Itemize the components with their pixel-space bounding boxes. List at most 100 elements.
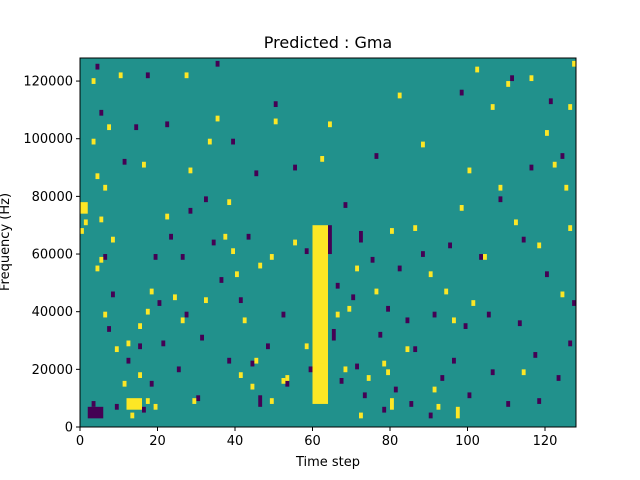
heatmap-cell-high	[103, 184, 108, 191]
heatmap-cell-high	[180, 317, 185, 324]
y-tick-label: 40000	[32, 305, 73, 320]
heatmap-cell-low	[304, 248, 309, 255]
heatmap-cell-low	[343, 202, 348, 208]
heatmap-cell-low	[188, 207, 193, 214]
heatmap-cell-high	[242, 317, 247, 324]
heatmap-cell-low	[285, 380, 290, 387]
heatmap-cell-high	[126, 398, 142, 410]
heatmap-cell-low	[165, 121, 170, 128]
heatmap-cell-high	[227, 199, 232, 206]
heatmap-cell-high	[498, 184, 503, 191]
heatmap-cell-high	[138, 323, 142, 329]
x-tick-label: 120	[533, 434, 558, 449]
heatmap-cell-low	[266, 343, 270, 350]
heatmap-cell-high	[145, 308, 150, 315]
heatmap-cell-low	[103, 254, 108, 260]
heatmap-cell-low	[196, 395, 201, 402]
y-tick-label: 120000	[23, 75, 73, 90]
heatmap-cell-high	[432, 386, 437, 393]
heatmap-cell-high	[173, 294, 177, 301]
heatmap-cell-low	[99, 109, 104, 116]
heatmap-cell-high	[312, 225, 328, 404]
heatmap-cell-low	[227, 357, 232, 364]
heatmap-cell-high	[390, 228, 394, 234]
heatmap-cell-low	[157, 300, 162, 306]
heatmap-cell-low	[176, 366, 181, 373]
heatmap-cell-low	[479, 254, 483, 260]
heatmap-cell-high	[390, 398, 394, 410]
heatmap-cell-low	[556, 375, 561, 381]
heatmap-cell-low	[413, 346, 418, 353]
heatmap-cell-low	[452, 357, 456, 364]
heatmap-cell-high	[293, 239, 297, 246]
heatmap-cell-high	[467, 167, 472, 174]
heatmap-cell-high	[273, 118, 278, 125]
heatmap-cell-high	[114, 346, 119, 353]
heatmap-cell-low	[238, 297, 243, 304]
heatmap-cell-high	[107, 124, 111, 131]
heatmap-cell-high	[564, 184, 569, 191]
heatmap-cell-high	[483, 254, 487, 260]
heatmap-cell-high	[568, 104, 573, 110]
heatmap-cell-low	[149, 380, 154, 387]
heatmap-cell-low	[180, 254, 185, 260]
heatmap-cell-low	[374, 153, 379, 159]
heatmap-cell-low	[537, 398, 542, 404]
heatmap-cell-low	[126, 357, 131, 364]
heatmap-cell-high	[258, 262, 263, 269]
heatmap-cell-low	[351, 294, 356, 301]
heatmap-cell-high	[452, 317, 456, 324]
heatmap-cell-high	[568, 225, 573, 231]
heatmap-cell-low	[161, 340, 166, 347]
heatmap-cell-low	[142, 406, 146, 413]
heatmap-cell-low	[421, 251, 425, 257]
heatmap-cell-high	[188, 167, 193, 174]
heatmap-cell-high	[285, 375, 290, 381]
x-tick-label: 0	[76, 434, 84, 449]
heatmap-cell-low	[145, 72, 150, 79]
heatmap-cell-high	[304, 343, 309, 350]
heatmap-cell-high	[269, 254, 274, 260]
heatmap-cell-high	[436, 403, 441, 410]
heatmap-cell-high	[320, 156, 325, 162]
heatmap-cell-low	[548, 98, 553, 105]
y-axis-label: Frequency (Hz)	[0, 193, 13, 291]
chart-title: Predicted : Gma	[264, 33, 392, 52]
heatmap-cell-low	[533, 352, 538, 358]
heatmap-cell-low	[568, 340, 573, 347]
x-axis: 0 20 40 60 80 100 120	[76, 427, 558, 449]
heatmap-cell-high	[250, 383, 255, 390]
heatmap-cell-low	[219, 277, 224, 283]
heatmap-cell-low	[328, 225, 332, 255]
heatmap-cell-low	[293, 164, 297, 171]
heatmap-cell-high	[529, 75, 534, 82]
heatmap-cell-high	[521, 369, 526, 376]
heatmap-cell-high	[149, 288, 154, 295]
heatmap-cell-low	[331, 328, 336, 341]
heatmap-cell-low	[490, 369, 495, 376]
heatmap-cell-low	[486, 311, 491, 318]
heatmap-cell-high	[335, 311, 340, 318]
heatmap-cell-low	[258, 395, 263, 407]
heatmap-cell-high	[459, 205, 464, 211]
plot-frame	[79, 57, 577, 428]
heatmap-cell-low	[246, 233, 251, 240]
heatmap-cell-low	[370, 256, 375, 263]
heatmap-cell-high	[552, 161, 557, 168]
heatmap-cell-low	[281, 311, 286, 318]
heatmap-cell-low	[393, 386, 398, 393]
heatmap-cell-high	[405, 346, 410, 353]
heatmap-cell-low	[521, 236, 526, 243]
plot-area	[80, 58, 576, 427]
heatmap-cell-high	[374, 288, 379, 295]
heatmap-cell-low	[432, 311, 437, 318]
heatmap-cell-low	[91, 401, 96, 407]
heatmap-cell-low	[184, 311, 189, 318]
heatmap-cell-low	[87, 406, 104, 419]
heatmap-cell-low	[231, 138, 235, 145]
heatmap-cell-high	[130, 412, 135, 419]
heatmap-cell-low	[254, 170, 259, 177]
heatmap-cell-high	[238, 372, 243, 378]
heatmap-cell-low	[250, 360, 255, 367]
heatmap-cell-high	[475, 66, 480, 73]
